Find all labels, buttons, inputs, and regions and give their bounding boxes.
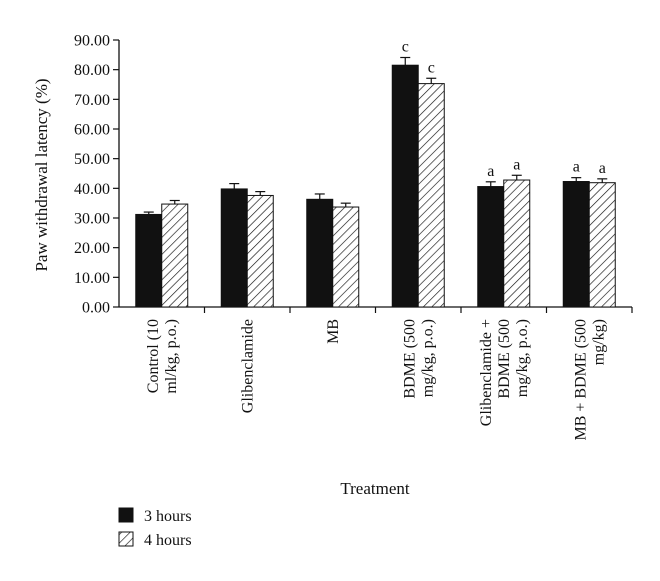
bar-3h [306, 198, 334, 308]
bar-3h [477, 186, 505, 308]
x-category-label: MB [325, 319, 342, 344]
plot-area: 0.00 10.00 20.00 30.00 40.00 50.00 60.00 70.00 8… [74, 33, 633, 440]
bar-4h [588, 182, 616, 308]
legend: 3 hours 4 hours [118, 507, 192, 549]
x-axis-title: Treatment [340, 479, 410, 498]
y-tick-label: 10.00 [74, 270, 110, 287]
y-tick-label: 90.00 [74, 33, 110, 50]
bar-3h [220, 188, 248, 308]
y-tick-label: 30.00 [74, 211, 110, 228]
bar-3h [391, 64, 419, 308]
y-tick-label: 40.00 [74, 181, 110, 198]
significance-label: a [513, 156, 520, 173]
y-tick-label: 60.00 [74, 122, 110, 139]
x-category-label: Glibenclamide [239, 319, 256, 413]
y-tick-label: 20.00 [74, 240, 110, 257]
significance-label: a [487, 163, 494, 180]
significance-label: c [428, 59, 435, 76]
y-tick-label: 70.00 [74, 92, 110, 109]
y-tick-label: 0.00 [82, 300, 110, 317]
y-axis-title: Paw withdrawal latency (%) [32, 78, 51, 271]
significance-label: a [573, 159, 580, 176]
y-tick-label: 80.00 [74, 62, 110, 79]
significance-label: a [599, 160, 606, 177]
x-category-label: BDME (500mg/kg, p.o.) [401, 319, 436, 399]
bar-3h [135, 213, 163, 308]
x-category-label: Control (10ml/kg, p.o.) [145, 319, 180, 394]
y-tick-label: 50.00 [74, 151, 110, 168]
x-category-label: Glibenclamide +BDME (500mg/kg, p.o.) [478, 319, 531, 426]
bar-3h [562, 181, 590, 308]
legend-swatch [118, 531, 134, 547]
bar-4h [503, 179, 531, 308]
bar-4h [161, 203, 189, 308]
significance-label: c [402, 39, 409, 56]
bar-4h [246, 194, 274, 308]
legend-swatch [118, 507, 134, 523]
x-category-label: MB + BDME (500mg/kg) [572, 319, 607, 440]
bar-4h [332, 206, 360, 308]
legend-label: 4 hours [144, 532, 192, 549]
legend-label: 3 hours [144, 508, 192, 525]
bar-4h [417, 83, 445, 308]
